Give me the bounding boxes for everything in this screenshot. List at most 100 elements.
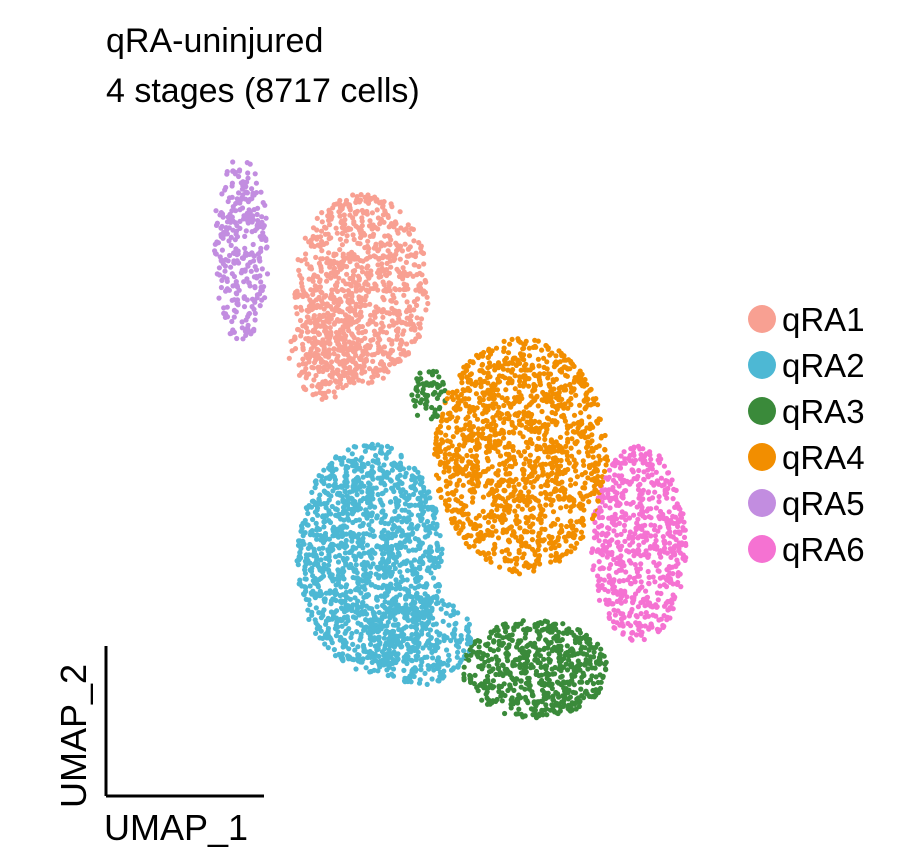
- point-qra2: [406, 502, 412, 508]
- point-qra1: [333, 251, 339, 257]
- point-qra1: [414, 315, 420, 321]
- point-qra5: [228, 242, 234, 248]
- point-qra6: [630, 539, 636, 545]
- point-qra2: [413, 653, 419, 659]
- point-qra3: [512, 681, 518, 687]
- point-qra6: [631, 450, 637, 456]
- point-qra3: [479, 697, 485, 703]
- point-qra2: [394, 502, 400, 508]
- point-qra4: [543, 397, 550, 403]
- point-qra2: [404, 641, 410, 648]
- point-qra1: [316, 295, 322, 301]
- point-qra4: [522, 484, 528, 491]
- point-qra2: [382, 546, 388, 552]
- point-qra2: [355, 644, 361, 650]
- point-qra3: [509, 632, 515, 638]
- point-qra3: [603, 667, 609, 673]
- point-qra4: [571, 363, 577, 369]
- point-qra5: [240, 336, 246, 342]
- point-qra3: [440, 381, 446, 387]
- point-qra4: [551, 488, 557, 494]
- point-qra4: [548, 559, 554, 565]
- point-qra4: [588, 386, 594, 392]
- point-qra1: [381, 344, 387, 350]
- point-qra3: [461, 675, 467, 681]
- point-qra1: [365, 263, 371, 269]
- point-qra2: [323, 475, 329, 481]
- point-qra4: [582, 435, 588, 441]
- point-qra2: [318, 501, 324, 507]
- point-qra2: [347, 588, 353, 594]
- point-qra1: [298, 333, 304, 339]
- point-qra5: [239, 205, 246, 211]
- point-qra2: [459, 636, 465, 642]
- point-qra6: [614, 598, 620, 605]
- point-qra4: [500, 366, 506, 372]
- point-qra4: [537, 462, 544, 468]
- point-qra2: [387, 546, 393, 552]
- point-qra5: [228, 264, 234, 270]
- point-qra1: [301, 386, 307, 392]
- point-qra5: [262, 295, 268, 301]
- point-qra1: [300, 323, 306, 329]
- point-qra1: [357, 241, 363, 247]
- point-qra3: [500, 622, 506, 628]
- point-qra6: [606, 467, 613, 473]
- point-qra3: [595, 679, 601, 686]
- point-qra2: [411, 616, 417, 622]
- point-qra2: [353, 587, 359, 593]
- point-qra4: [514, 557, 520, 563]
- point-qra2: [390, 622, 396, 628]
- point-qra4: [490, 405, 496, 411]
- point-qra4: [465, 385, 471, 391]
- point-qra1: [388, 237, 394, 243]
- point-qra2: [331, 524, 337, 530]
- point-qra2: [337, 593, 343, 599]
- point-qra4: [564, 548, 571, 554]
- point-qra2: [395, 622, 401, 628]
- point-qra4: [581, 462, 587, 468]
- point-qra2: [384, 443, 391, 449]
- point-qra3: [438, 389, 444, 395]
- point-qra6: [670, 571, 676, 577]
- point-qra4: [453, 488, 459, 494]
- point-qra4: [499, 395, 505, 401]
- point-qra1: [296, 267, 302, 273]
- point-qra4: [469, 453, 475, 459]
- point-qra1: [350, 232, 356, 238]
- point-qra4: [555, 457, 561, 463]
- point-qra1: [370, 358, 376, 364]
- point-qra2: [345, 653, 351, 659]
- point-qra4: [509, 568, 516, 575]
- point-qra6: [647, 544, 654, 550]
- point-qra2: [422, 591, 428, 597]
- point-qra4: [584, 449, 591, 456]
- point-qra2: [336, 552, 342, 559]
- point-qra1: [306, 276, 312, 282]
- point-qra4: [508, 558, 514, 564]
- point-qra1: [359, 265, 365, 271]
- point-qra1: [388, 356, 394, 362]
- point-qra4: [598, 479, 605, 485]
- point-qra6: [596, 597, 603, 603]
- point-qra1: [418, 243, 424, 249]
- point-qra4: [449, 456, 455, 462]
- point-qra5: [231, 307, 237, 313]
- point-qra6: [663, 584, 670, 590]
- point-qra4: [520, 434, 526, 440]
- point-qra5: [228, 330, 234, 336]
- point-qra6: [623, 517, 629, 523]
- point-qra1: [318, 268, 324, 274]
- point-qra1: [331, 351, 337, 357]
- point-qra1: [334, 357, 340, 364]
- point-qra5: [229, 180, 235, 186]
- point-qra2: [353, 480, 359, 486]
- point-qra2: [423, 549, 429, 555]
- point-qra4: [580, 458, 586, 464]
- point-qra2: [335, 484, 341, 490]
- point-qra2: [349, 564, 355, 571]
- point-qra5: [250, 241, 256, 248]
- point-qra1: [353, 352, 359, 358]
- point-qra6: [592, 519, 598, 526]
- point-qra2: [464, 616, 470, 622]
